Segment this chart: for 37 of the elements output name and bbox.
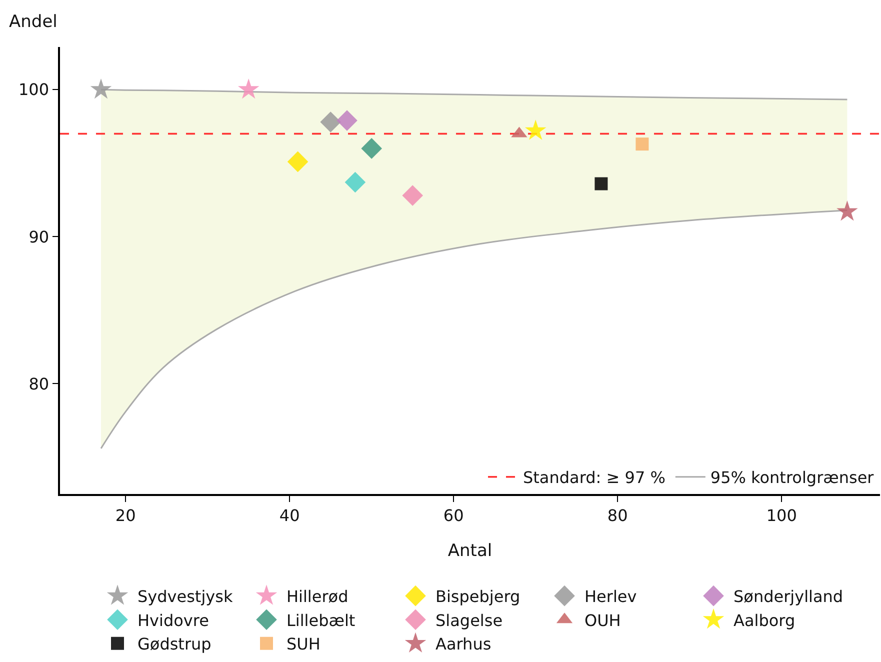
legend-label: Aarhus (436, 634, 492, 654)
legend-label: Bispebjerg (436, 587, 520, 606)
y-tick-label: 80 (28, 374, 50, 394)
x-tick-label: 60 (443, 506, 464, 525)
point (287, 151, 308, 172)
point (402, 185, 423, 206)
legend-label: Sydvestjysk (138, 587, 234, 606)
legend-label: OUH (584, 610, 621, 630)
point (90, 78, 112, 99)
legend-label: Hvidovre (138, 610, 209, 630)
legend-label: Standard: ≥ 97 % (523, 468, 666, 488)
legend-label: Lillebælt (286, 610, 356, 630)
legend-label: Herlev (584, 587, 637, 606)
point (238, 78, 260, 99)
x-tick-label: 100 (766, 506, 797, 525)
x-tick-label: 40 (279, 506, 300, 525)
point (836, 200, 858, 221)
point (344, 172, 366, 193)
x-tick-label: 80 (607, 506, 628, 525)
y-axis-title: Andel (9, 12, 58, 32)
point (336, 110, 358, 131)
legend-label: Slagelse (436, 610, 503, 630)
x-axis-title: Antal (448, 540, 492, 561)
legend-label: Hillerød (286, 587, 348, 606)
point (636, 138, 649, 151)
y-tick-label: 90 (28, 227, 50, 246)
point (524, 120, 546, 140)
point (594, 177, 608, 190)
legend-label: 95% kontrolgrænser (710, 468, 874, 488)
x-tick-label: 20 (115, 506, 136, 525)
legend-label: Sønderjylland (734, 587, 844, 606)
legend-label: Gødstrup (138, 634, 212, 654)
point (320, 112, 341, 132)
point (361, 138, 382, 159)
legend-label: SUH (286, 634, 320, 654)
y-tick-label: 100 (18, 80, 50, 100)
legend-label: Aalborg (734, 610, 796, 630)
